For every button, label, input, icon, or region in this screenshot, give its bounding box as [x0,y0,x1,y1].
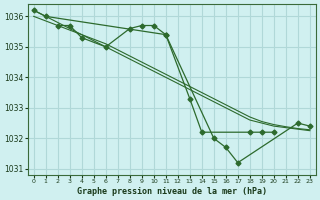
X-axis label: Graphe pression niveau de la mer (hPa): Graphe pression niveau de la mer (hPa) [77,187,267,196]
